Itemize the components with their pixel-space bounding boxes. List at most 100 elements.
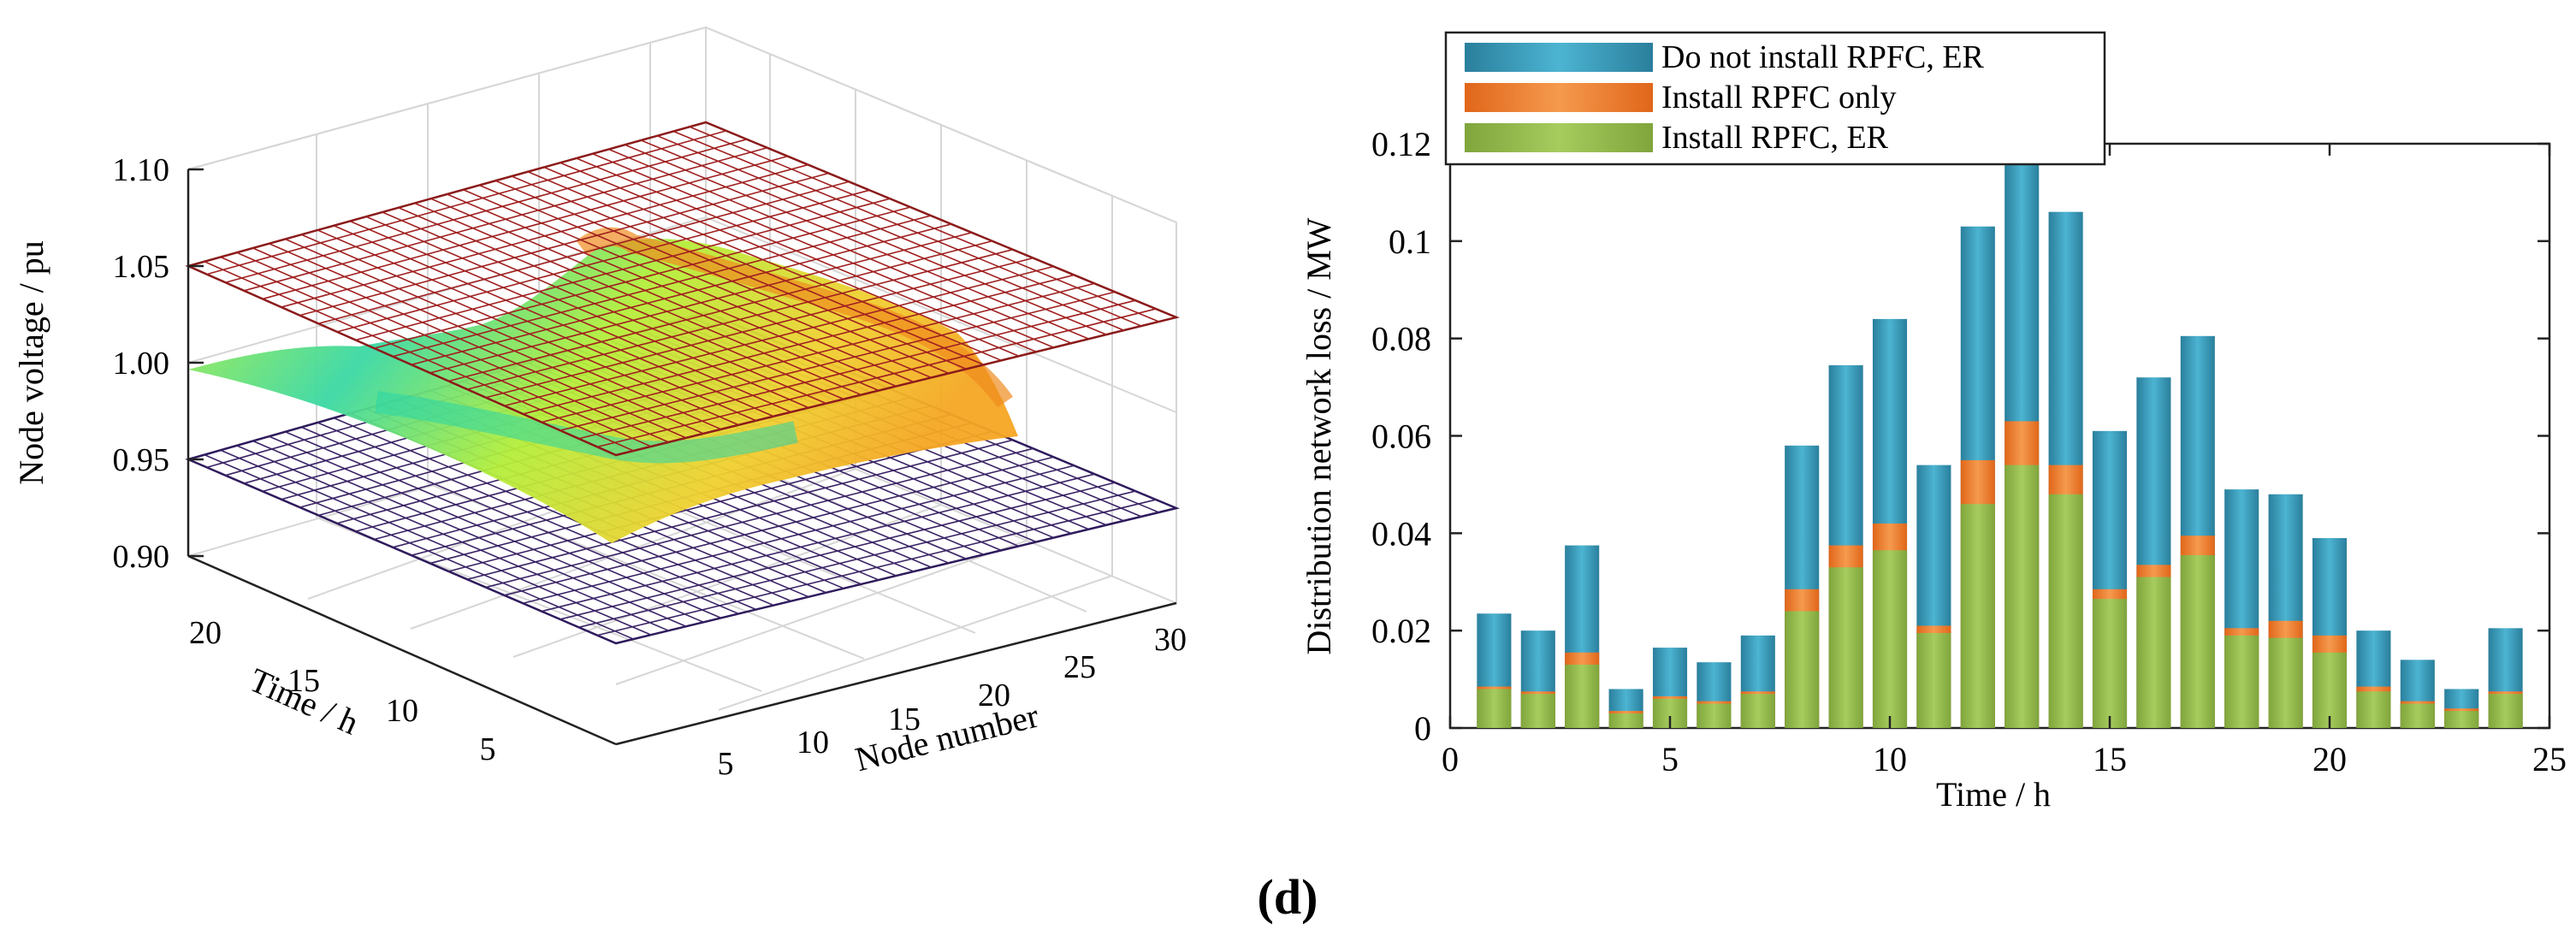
plane-grid-line: [281, 163, 808, 308]
bar-rpfc-er: [2136, 577, 2171, 728]
plane-grid-line: [511, 175, 967, 370]
upper-limit-plane: [185, 121, 1180, 457]
plane-grid-line: [301, 234, 739, 426]
legend-label: Do not install RPFC, ER: [1661, 39, 1985, 75]
z-tick-label: 0.95: [113, 442, 170, 478]
plane-grid-line: [541, 473, 1095, 613]
plane-grid-line: [269, 243, 704, 435]
plane-grid-line: [430, 198, 879, 392]
plane-grid-line: [578, 299, 1136, 440]
time-tick-label: 20: [189, 615, 222, 651]
plane-grid-line: [447, 193, 897, 388]
plane-grid-line: [523, 465, 1075, 605]
bar-rpfc-er: [1872, 550, 1908, 728]
node-tick-label: 5: [718, 746, 734, 782]
plane-grid-line: [608, 148, 1072, 344]
y-tick-label: 0.04: [1371, 514, 1431, 553]
bar-rpfc-er: [1520, 694, 1555, 728]
plane-grid-line: [285, 431, 722, 619]
plane-grid-line: [411, 223, 952, 366]
x-tick-label: 5: [1661, 740, 1679, 778]
x-axis-label: Time / h: [1936, 775, 2051, 814]
plane-grid-line: [641, 139, 1107, 335]
time-tick-label: 10: [386, 693, 418, 729]
x-tick-label: 0: [1442, 740, 1459, 778]
plane-grid-line: [220, 256, 652, 447]
y-tick-label: 0.1: [1389, 222, 1431, 261]
plane-grid-line: [504, 265, 1054, 407]
node-axis-line: [615, 601, 1177, 746]
plane-grid-line: [597, 499, 1157, 636]
plane-grid-line: [398, 207, 844, 400]
bar-rpfc-er: [2444, 711, 2479, 728]
plane-grid-line: [672, 130, 1142, 327]
y-tick-label: 0.02: [1371, 612, 1431, 650]
plane-grid-line: [204, 453, 634, 640]
plane-grid-line: [560, 291, 1116, 431]
bar-rpfc-er: [1785, 611, 1820, 728]
plane-grid-line: [269, 435, 704, 624]
z-tick-label: 1.10: [113, 152, 170, 188]
legend-swatch-rpfc-er: [1465, 123, 1653, 152]
plane-grid-line: [592, 153, 1055, 348]
plane-grid-line: [466, 248, 1013, 390]
z-tick-label: 1.00: [113, 346, 170, 382]
bar-rpfc-er: [1565, 665, 1600, 728]
node-tick-label: 30: [1154, 622, 1187, 658]
plane-grid-line: [244, 146, 767, 292]
plane-grid-line: [448, 430, 992, 572]
time-tick-label: 15: [287, 663, 320, 699]
node-tick-label: 20: [978, 678, 1010, 713]
plane-grid-line: [527, 171, 985, 366]
plane-grid-line: [541, 282, 1095, 423]
bar-rpfc-er: [1916, 633, 1951, 728]
plane-grid-line: [285, 238, 722, 430]
bar-rpfc-er: [2312, 652, 2348, 728]
plane-grid-line: [578, 490, 1136, 629]
node-axis-label: Node number: [851, 696, 1042, 779]
bar-rpfc-er: [1608, 713, 1643, 728]
legend-label: Install RPFC, ER: [1661, 120, 1889, 156]
bar-rpfc-er: [2400, 703, 2435, 728]
plane-grid-line: [463, 189, 915, 383]
voltage-surface-trough: [375, 391, 798, 464]
plane-grid-line: [560, 162, 1020, 358]
bar-rpfc-er: [2356, 691, 2391, 728]
plane-grid-line: [485, 257, 1033, 399]
plane-grid-line: [466, 439, 1013, 580]
plane-grid-line: [485, 447, 1033, 589]
plane-grid-line: [349, 220, 792, 413]
plane-grid-line: [333, 417, 774, 607]
time-axis-line: [187, 554, 617, 746]
y-tick-label: 0.12: [1371, 125, 1431, 163]
bar-rpfc-er: [2092, 599, 2128, 728]
plane-grid-line: [414, 202, 862, 396]
plane-grid-line: [523, 274, 1075, 415]
bar-rpfc-er: [2488, 694, 2523, 728]
z-tick-label: 0.90: [113, 539, 170, 575]
bar-rpfc-er: [2180, 554, 2215, 728]
plane-grid-line: [689, 126, 1159, 323]
plane-grid-line: [365, 216, 809, 409]
plane-grid-line: [504, 456, 1054, 596]
legend-swatch-no-install: [1465, 43, 1653, 72]
plane-grid-line: [236, 445, 669, 631]
y-tick-label: 0.08: [1371, 320, 1431, 358]
bar-rpfc-er: [1477, 689, 1512, 728]
node-tick-label: 10: [796, 725, 829, 760]
plane-grid-line: [382, 211, 826, 405]
plane-grid-line: [543, 166, 1002, 362]
plane-grid-line: [355, 198, 891, 341]
x-tick-label: 25: [2532, 740, 2567, 778]
legend: Do not install RPFC, ER Install RPFC onl…: [1444, 31, 2106, 166]
plane-grid-line: [301, 426, 739, 615]
legend-label: Install RPFC only: [1661, 80, 1897, 115]
plane-grid-line: [392, 215, 932, 358]
plane-grid-line: [374, 206, 911, 349]
plane-grid-line: [429, 232, 973, 374]
plane-grid-line: [225, 139, 748, 283]
plane-grid-line: [252, 247, 687, 439]
plane-grid-line: [317, 422, 757, 611]
y-tick-label: 0: [1414, 709, 1431, 748]
plane-grid-line: [204, 261, 634, 452]
